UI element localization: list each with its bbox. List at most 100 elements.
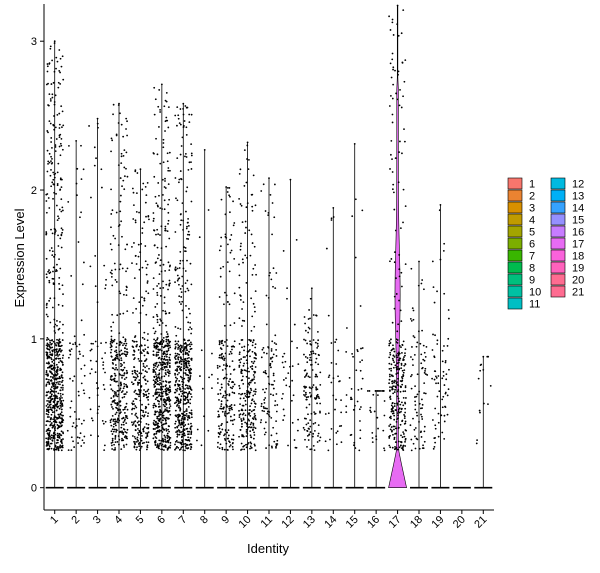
data-point [218, 432, 221, 435]
data-point [184, 402, 187, 405]
legend-swatch [550, 225, 566, 238]
data-point [137, 439, 140, 442]
data-point [251, 344, 254, 347]
data-point [45, 231, 48, 233]
data-point [157, 282, 160, 285]
data-point [120, 426, 123, 429]
data-point [160, 439, 162, 442]
max-point-11 [268, 177, 270, 180]
data-point [57, 447, 60, 450]
data-point [57, 434, 60, 437]
data-point [248, 419, 251, 422]
data-point [60, 349, 63, 352]
data-point [53, 348, 55, 351]
data-point [153, 342, 156, 345]
points-9 [216, 186, 236, 451]
data-point [61, 228, 64, 231]
data-point [238, 197, 241, 200]
data-point [270, 350, 273, 352]
data-point [350, 388, 353, 390]
data-point [125, 383, 127, 386]
data-point [133, 391, 136, 393]
data-point [58, 446, 61, 448]
data-point [224, 391, 227, 394]
data-point [162, 161, 165, 164]
data-point [139, 251, 142, 254]
data-point [187, 399, 190, 402]
data-point [420, 353, 423, 356]
data-point [424, 370, 426, 372]
data-point [55, 390, 57, 393]
data-point [138, 211, 140, 214]
data-point [58, 327, 61, 330]
data-point [340, 399, 342, 402]
data-point [181, 412, 183, 415]
data-point [143, 389, 145, 391]
data-point [94, 255, 97, 257]
data-point [154, 382, 157, 385]
data-point [157, 345, 159, 348]
data-point [219, 431, 222, 434]
data-point [477, 377, 480, 380]
data-point [221, 446, 224, 449]
data-point [250, 402, 253, 405]
data-point [244, 254, 247, 257]
data-point [183, 246, 186, 249]
data-point [167, 374, 170, 377]
data-point [316, 393, 319, 396]
data-point [125, 405, 127, 408]
data-point [253, 325, 256, 328]
data-point [168, 438, 171, 441]
data-point [73, 375, 76, 378]
data-point [55, 354, 57, 357]
data-point [319, 371, 322, 374]
data-point [50, 413, 53, 416]
data-point [242, 412, 245, 415]
data-point [251, 417, 254, 420]
data-point [168, 400, 171, 403]
data-point [123, 382, 126, 385]
max-point-8 [203, 148, 206, 151]
data-point [153, 433, 156, 436]
data-point [49, 396, 51, 399]
data-point [62, 293, 64, 296]
data-point [267, 413, 270, 416]
data-point [169, 441, 172, 444]
data-point [285, 384, 288, 387]
data-point [58, 353, 61, 356]
data-point [240, 408, 243, 411]
data-point [161, 342, 164, 345]
data-point [153, 229, 155, 232]
data-point [226, 186, 229, 189]
legend-item-17: 17 [550, 237, 584, 251]
data-point [397, 73, 399, 76]
data-point [133, 358, 135, 361]
data-point [145, 396, 148, 399]
data-point [121, 376, 123, 379]
data-point [111, 341, 114, 344]
data-point [115, 420, 118, 423]
data-point [175, 405, 178, 407]
data-point [158, 388, 160, 391]
data-point [244, 409, 247, 412]
data-point [126, 310, 129, 313]
data-point [443, 345, 445, 347]
data-point [263, 391, 266, 394]
data-point [217, 393, 220, 395]
data-point [135, 377, 138, 379]
data-point [254, 310, 256, 313]
data-point [162, 194, 164, 196]
max-point-16 [375, 390, 378, 392]
legend-label: 11 [529, 299, 540, 311]
data-point [57, 400, 60, 403]
data-point [305, 396, 308, 399]
data-point [185, 134, 188, 136]
data-point [391, 406, 394, 408]
data-point [303, 428, 306, 431]
data-point [398, 104, 401, 107]
data-point [383, 449, 386, 452]
data-point [58, 287, 61, 290]
data-point [134, 437, 137, 440]
data-point [250, 360, 253, 363]
